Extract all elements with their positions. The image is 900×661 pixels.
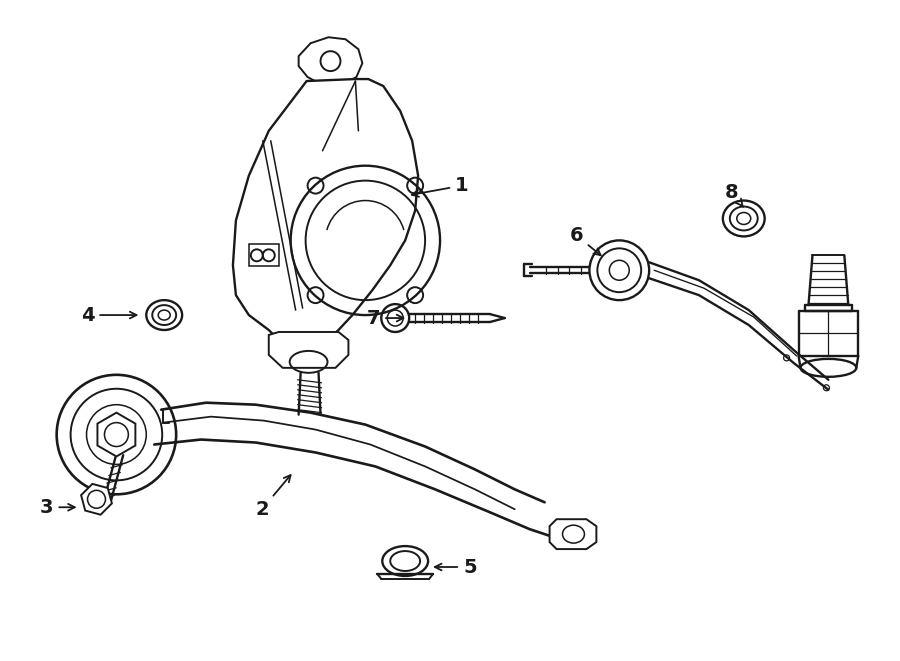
Text: 7: 7 [367,309,403,328]
Text: 1: 1 [412,176,469,197]
Text: 6: 6 [570,226,600,255]
Polygon shape [97,412,135,457]
Polygon shape [233,79,418,348]
Polygon shape [81,484,112,515]
Polygon shape [550,519,597,549]
Text: 3: 3 [40,498,75,517]
Text: 4: 4 [81,305,137,325]
Polygon shape [269,332,348,368]
Text: 5: 5 [435,557,477,576]
Text: 8: 8 [725,183,743,207]
Text: 2: 2 [255,475,291,519]
Polygon shape [299,37,363,85]
